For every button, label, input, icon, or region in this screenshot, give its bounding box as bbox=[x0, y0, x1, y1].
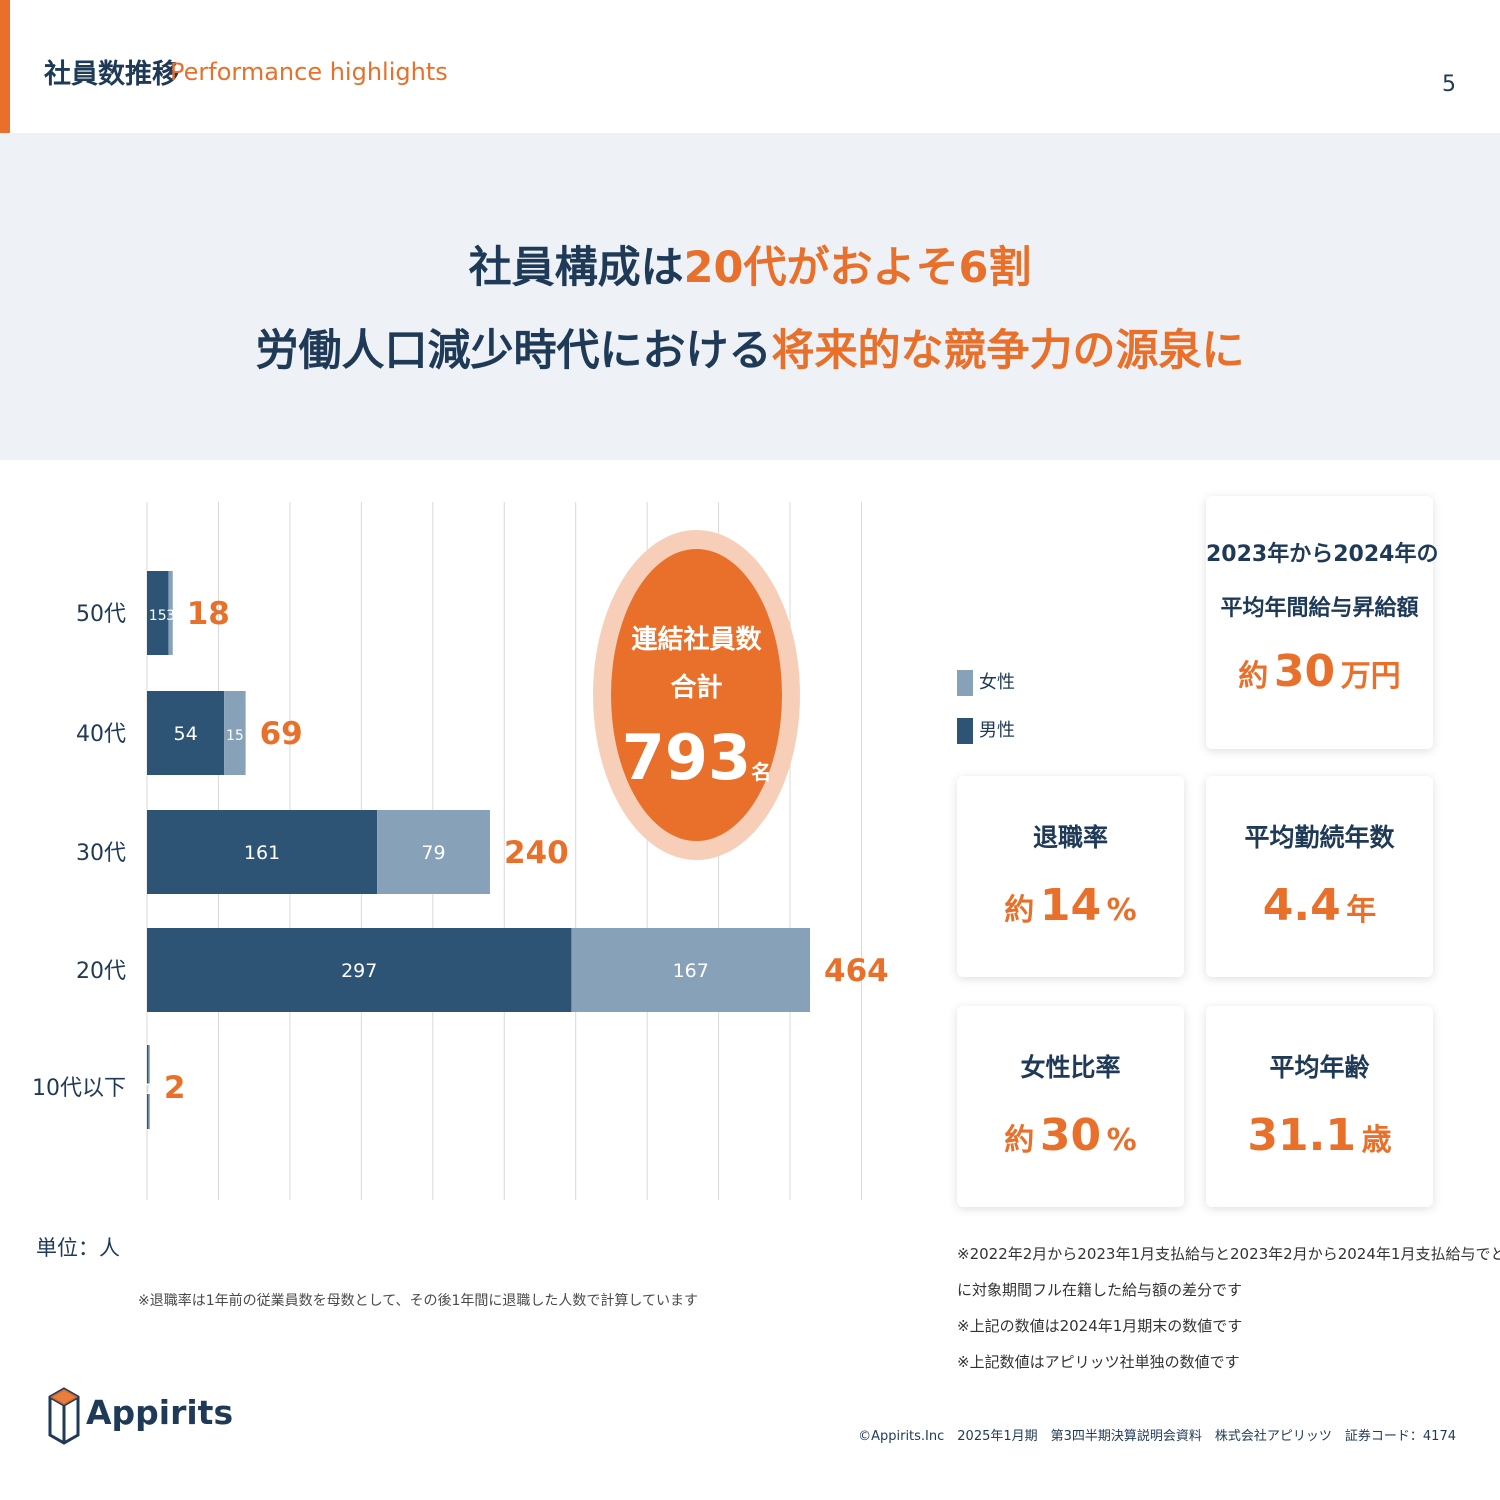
bubble-label-1: 連結社員数 bbox=[631, 625, 762, 655]
x-axis-unit-label: 単位：人 bbox=[36, 1236, 120, 1260]
bar-total-label: 18 bbox=[187, 596, 230, 632]
average-age-unit: 歳 bbox=[1361, 1123, 1392, 1158]
female-ratio-prefix: 約 bbox=[1004, 1123, 1035, 1158]
hero-headline-2-accent: 将来的な競争力の源泉に bbox=[771, 326, 1245, 376]
bar-value-label: 1 bbox=[143, 1082, 152, 1098]
hero-headline-2-dark: 労働人口減少時代における bbox=[255, 326, 772, 376]
total-employees-bubble: 連結社員数 合計 793名 bbox=[611, 549, 782, 841]
hero-banner: 社員構成は20代がおよそ6割 労働人口減少時代における将来的な競争力の源泉に bbox=[0, 133, 1500, 460]
legend-female-label: 女性 bbox=[979, 672, 1015, 693]
bar-total-label: 2 bbox=[164, 1070, 186, 1106]
hero-headline-2: 労働人口減少時代における将来的な競争力の源泉に bbox=[0, 316, 1500, 378]
average-age-card-title: 平均年齢 bbox=[1269, 1053, 1370, 1082]
bar-value-label: 1 bbox=[145, 1082, 154, 1098]
bar-segment-male bbox=[147, 928, 572, 1012]
total-count-unit: 名 bbox=[751, 760, 772, 784]
turnover-card-value: 約 14 % bbox=[957, 880, 1184, 931]
footnote-line: に対象期間フル在籍した給与額の差分です bbox=[957, 1281, 1243, 1299]
salary-card-value: 約 30 万円 bbox=[1206, 646, 1433, 697]
y-category-label: 30代 bbox=[76, 841, 126, 866]
footer-copyright: ©Appirits.Inc 2025年1月期 第3四半期決算説明会資料 株式会社… bbox=[858, 1429, 1456, 1444]
footnote-line: ※上記の数値は2024年1月期末の数値です bbox=[957, 1317, 1243, 1335]
female-ratio-card-value: 約 30 % bbox=[957, 1110, 1184, 1161]
bar-segment-male bbox=[147, 1045, 149, 1129]
bar-value-label: 161 bbox=[244, 842, 280, 864]
turnover-card: 退職率 約 14 % bbox=[957, 776, 1184, 977]
footnote-line: ※上記数値はアピリッツ社単独の数値です bbox=[957, 1353, 1240, 1371]
bar-segment-male bbox=[147, 810, 378, 894]
legend-male: 男性 bbox=[957, 716, 1015, 744]
hero-headline-1: 社員構成は20代がおよそ6割 bbox=[0, 233, 1500, 295]
hero-headline-1-accent: 20代がおよそ6割 bbox=[683, 243, 1032, 293]
y-category-label: 20代 bbox=[76, 959, 126, 984]
legend-male-swatch bbox=[957, 718, 973, 744]
company-logo: Appirits bbox=[46, 1383, 246, 1447]
bar-value-label: 79 bbox=[421, 842, 445, 864]
female-ratio-card-title: 女性比率 bbox=[1020, 1053, 1121, 1082]
y-category-label: 40代 bbox=[76, 722, 126, 747]
tenure-value: 4.4 bbox=[1262, 880, 1341, 931]
average-age-card-value: 31.1 歳 bbox=[1206, 1110, 1433, 1161]
female-ratio-value: 30 bbox=[1039, 1110, 1102, 1161]
tenure-unit: 年 bbox=[1346, 893, 1377, 928]
bar-segment-female bbox=[377, 810, 490, 894]
tenure-card: 平均勤続年数 4.4 年 bbox=[1206, 776, 1433, 977]
turnover-footnote: ※退職率は1年前の従業員数を母数として、その後1年間に退職した人数で計算していま… bbox=[138, 1293, 699, 1309]
logo-wordmark: Appirits bbox=[86, 1393, 234, 1432]
turnover-value: 14 bbox=[1039, 880, 1102, 931]
turnover-unit: % bbox=[1106, 893, 1137, 928]
bubble-value: 793名 bbox=[611, 721, 782, 794]
employee-age-bar-chart: 05010015020025030035040045050050代1531840… bbox=[32, 502, 889, 1200]
footnote-line: ※2022年2月から2023年1月支払給与と2023年2月から2024年1月支払… bbox=[957, 1245, 1500, 1263]
salary-card-title-2: 平均年間給与昇給額 bbox=[1220, 596, 1419, 621]
salary-card-title-1: 2023年から2024年の bbox=[1206, 542, 1439, 567]
bar-value-label: 167 bbox=[673, 960, 709, 982]
average-age-card: 平均年齢 31.1 歳 bbox=[1206, 1006, 1433, 1207]
turnover-prefix: 約 bbox=[1004, 893, 1035, 928]
bar-segment-female bbox=[224, 691, 246, 775]
bar-segment-female bbox=[571, 928, 811, 1012]
bar-total-label: 240 bbox=[504, 835, 569, 871]
female-ratio-card: 女性比率 約 30 % bbox=[957, 1006, 1184, 1207]
salary-value: 30 bbox=[1273, 646, 1336, 697]
y-category-label: 50代 bbox=[76, 602, 126, 627]
total-count: 793 bbox=[621, 721, 752, 794]
bar-segment-male bbox=[147, 691, 225, 775]
y-category-label: 10代以下 bbox=[32, 1076, 126, 1101]
salary-unit: 万円 bbox=[1340, 659, 1401, 694]
bar-value-label: 297 bbox=[341, 960, 377, 982]
bar-value-label: 15 bbox=[226, 728, 244, 744]
hero-headline-1-dark: 社員構成は bbox=[468, 243, 684, 293]
salary-prefix: 約 bbox=[1238, 659, 1269, 694]
legend-male-label: 男性 bbox=[979, 720, 1015, 741]
page-subtitle: Performance highlights bbox=[170, 58, 448, 86]
page-title: 社員数推移 bbox=[44, 59, 179, 90]
salary-raise-card: 2023年から2024年の 平均年間給与昇給額 約 30 万円 bbox=[1206, 496, 1439, 749]
bar-total-label: 69 bbox=[260, 716, 303, 752]
turnover-card-title: 退職率 bbox=[1032, 823, 1108, 852]
tenure-card-value: 4.4 年 bbox=[1206, 880, 1433, 931]
cube-logo-icon bbox=[48, 1387, 80, 1445]
legend-female-swatch bbox=[957, 670, 973, 696]
bar-segment-male bbox=[147, 571, 169, 655]
footnotes: ※2022年2月から2023年1月支払給与と2023年2月から2024年1月支払… bbox=[957, 1240, 1500, 1384]
bar-segment-female bbox=[168, 571, 173, 655]
bar-total-label: 464 bbox=[824, 953, 889, 989]
page-number: 5 bbox=[1442, 72, 1456, 97]
bar-value-label: 3 bbox=[166, 608, 175, 624]
bubble-label-2: 合計 bbox=[670, 673, 723, 703]
average-age-value: 31.1 bbox=[1247, 1110, 1356, 1161]
female-ratio-unit: % bbox=[1106, 1123, 1137, 1158]
header-accent-bar bbox=[0, 0, 10, 133]
bar-value-label: 15 bbox=[149, 608, 167, 624]
bar-value-label: 54 bbox=[173, 723, 197, 745]
legend-female: 女性 bbox=[957, 668, 1015, 696]
tenure-card-title: 平均勤続年数 bbox=[1244, 823, 1395, 852]
bar-segment-female bbox=[148, 1045, 150, 1129]
